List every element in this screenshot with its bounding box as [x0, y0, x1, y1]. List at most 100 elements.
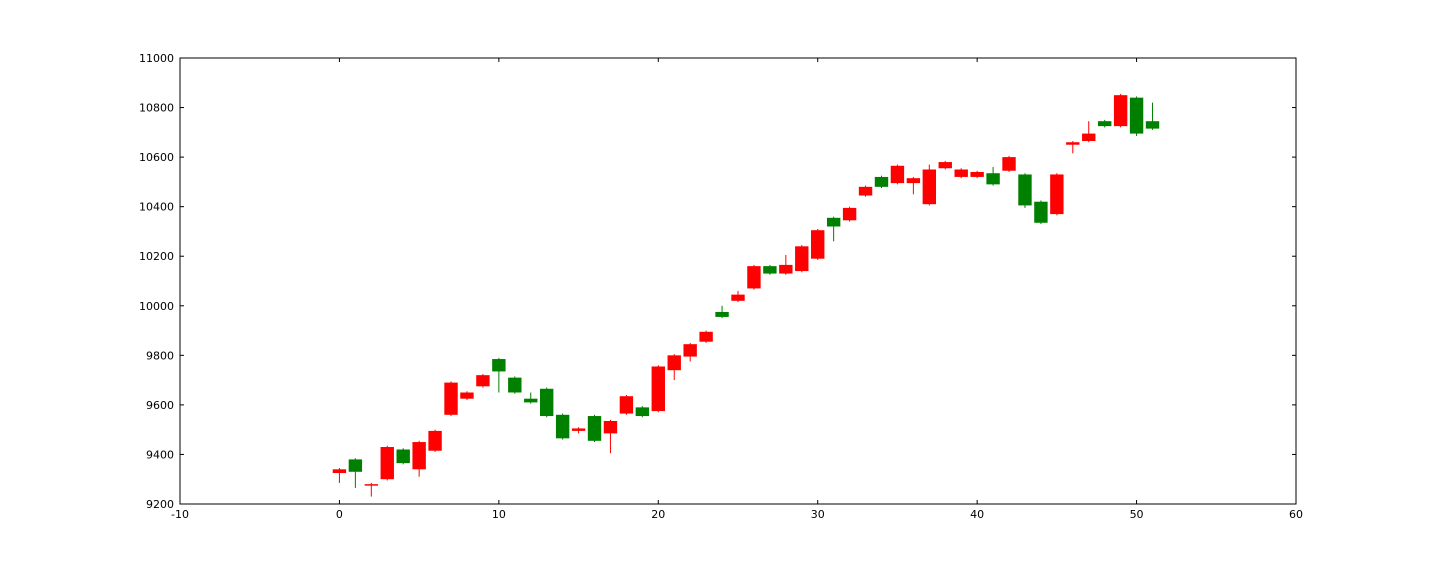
candle-body — [779, 264, 793, 274]
candle-body — [476, 375, 490, 387]
plot-frame — [179, 57, 1297, 505]
candle — [715, 305, 729, 319]
candle — [539, 387, 554, 418]
candle-body — [1018, 174, 1032, 206]
candle — [1097, 119, 1112, 128]
candle-body — [524, 398, 538, 403]
x-tick-label: 10 — [492, 508, 506, 521]
candle-body — [1050, 174, 1064, 215]
candle-body — [826, 217, 841, 227]
candle — [1002, 155, 1016, 172]
candle-body — [460, 392, 474, 399]
candle — [1082, 121, 1096, 143]
candle — [428, 429, 442, 452]
candle-body — [1129, 97, 1144, 134]
candle-body — [412, 442, 426, 470]
candle — [412, 440, 426, 477]
candle-body — [938, 162, 952, 169]
candle-body — [922, 169, 937, 205]
candle — [986, 167, 1000, 186]
candle — [747, 264, 761, 290]
candles-layer — [332, 93, 1160, 497]
x-tick-label: 40 — [970, 508, 984, 521]
y-tick-label: 9400 — [146, 448, 174, 461]
candle — [571, 427, 586, 434]
candle-body — [986, 173, 1000, 185]
candle — [476, 373, 490, 388]
candle — [842, 206, 857, 222]
candle-body — [842, 207, 857, 221]
candle-body — [970, 171, 984, 177]
candle-body — [1113, 95, 1128, 127]
candle — [954, 168, 968, 179]
candle-body — [1066, 142, 1080, 145]
y-tick-label: 10400 — [139, 201, 174, 214]
candle — [667, 354, 681, 381]
y-tick-label: 10200 — [139, 250, 174, 263]
candle-body — [795, 246, 809, 272]
x-tick-label: 50 — [1130, 508, 1144, 521]
candle — [348, 458, 363, 488]
candle-body — [1034, 201, 1048, 223]
candle-body — [555, 414, 570, 439]
candle-body — [380, 447, 394, 480]
y-tick-label: 9200 — [146, 498, 174, 511]
candle-body — [619, 396, 634, 414]
candle-body — [954, 169, 968, 177]
candle-body — [508, 377, 522, 393]
candle-body — [667, 355, 681, 371]
candle-body — [635, 407, 650, 417]
candle — [380, 445, 394, 481]
candle — [906, 176, 921, 195]
candle — [651, 365, 665, 413]
candle — [524, 392, 538, 404]
candle-body — [348, 459, 363, 472]
candle-body — [858, 186, 873, 196]
x-tick-label: 30 — [811, 508, 825, 521]
candle — [332, 468, 347, 483]
candle — [492, 357, 506, 393]
y-tick-label: 10800 — [139, 102, 174, 115]
y-tick-label: 10000 — [139, 300, 174, 313]
candle — [970, 170, 984, 179]
y-tick-label: 9600 — [146, 399, 174, 412]
candle-body — [906, 178, 921, 184]
candle — [779, 254, 793, 275]
candle — [1129, 96, 1144, 137]
y-axis: 9200 9400 9600 9800 10000 10200 10400 10600 1080… — [139, 52, 1296, 511]
candle — [603, 419, 618, 454]
candle-body — [890, 165, 905, 184]
candle — [922, 164, 937, 206]
candle — [1034, 200, 1048, 225]
candle — [1113, 93, 1128, 128]
candle — [587, 414, 602, 443]
candle-body — [396, 449, 410, 464]
candle-body — [603, 420, 618, 434]
candle — [683, 342, 697, 362]
candle-body — [444, 382, 458, 415]
candle — [444, 381, 458, 417]
candle — [826, 216, 841, 242]
candle-body — [731, 294, 745, 301]
candle — [874, 175, 889, 189]
y-tick-label: 10600 — [139, 151, 174, 164]
y-tick-label: 11000 — [139, 52, 174, 65]
x-tick-label: 0 — [336, 508, 343, 521]
candle — [795, 245, 809, 273]
x-axis: -10 0 10 20 30 40 50 60 — [171, 58, 1303, 521]
candle-body — [683, 344, 697, 357]
candle — [731, 290, 745, 303]
candle-body — [699, 331, 713, 342]
candle-body — [651, 366, 665, 412]
candle — [364, 482, 379, 497]
candle-body — [571, 428, 586, 431]
candle — [811, 228, 825, 260]
candle-body — [1082, 133, 1096, 142]
candle-body — [747, 266, 761, 289]
candle-body — [587, 416, 602, 441]
candle-body — [811, 230, 825, 259]
candle — [1145, 102, 1160, 130]
candle-body — [1097, 121, 1112, 127]
candle — [890, 164, 905, 185]
candle — [396, 448, 410, 465]
